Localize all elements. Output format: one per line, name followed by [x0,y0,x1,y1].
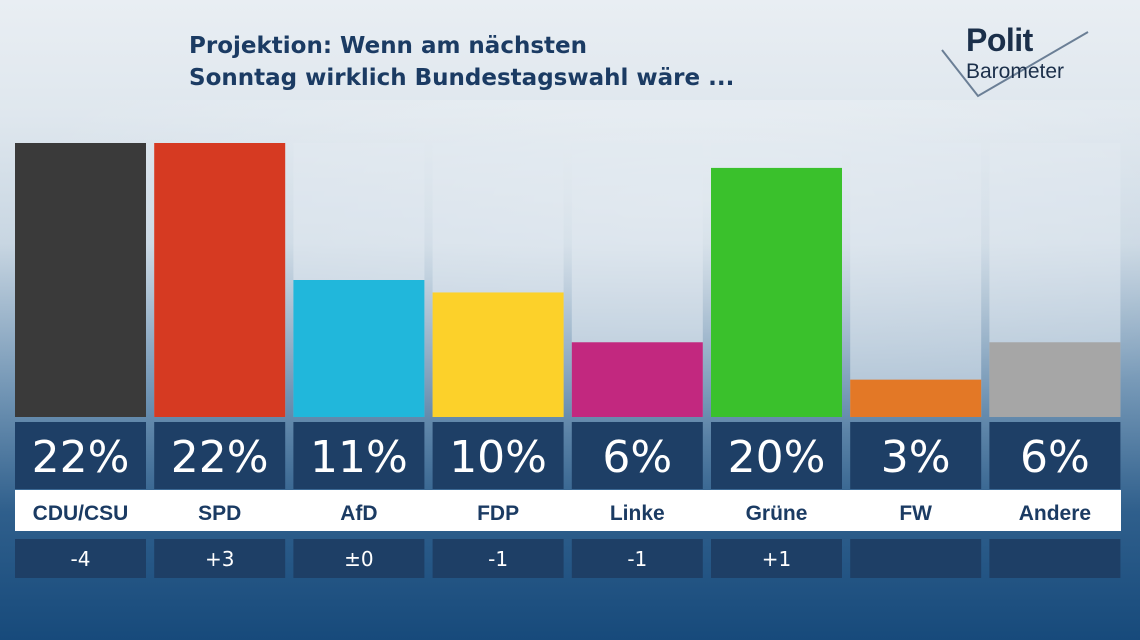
party-label: FDP [477,502,519,525]
percent-box [432,422,564,489]
change-label: -4 [71,547,91,571]
change-box [15,539,146,578]
politbarometer-logo: Polit Barometer [938,22,1098,102]
party-label: AfD [340,502,377,525]
logo-text-polit: Polit [966,22,1033,58]
bar-6 [850,379,982,417]
change-box [989,539,1121,578]
percent-label: 3% [881,432,951,483]
change-box [293,539,425,578]
party-label: Andere [1019,502,1091,525]
percent-box [850,422,982,489]
bar-5 [711,167,842,417]
bar-7 [989,342,1121,417]
party-label: Linke [610,502,665,525]
percent-box [154,422,286,489]
party-labels: CDU/CSU SPD AfD FDP Linke Grüne FW Andere [33,502,1091,525]
change-label: -1 [488,547,508,571]
party-label: SPD [198,502,241,525]
percent-labels: 22% 22% 11% 10% 6% 20% 3% 6% [15,422,1121,489]
party-label: FW [899,502,932,525]
change-label: -1 [627,547,647,571]
change-labels: -4 +3 ±0 -1 -1 +1 [15,539,1121,578]
change-label: +3 [205,547,234,571]
change-box [432,539,564,578]
percent-label: 10% [449,432,547,483]
change-label: ±0 [344,547,373,571]
change-box [154,539,286,578]
change-box [571,539,703,578]
percent-label: 22% [32,432,130,483]
title-line-2: Sonntag wirklich Bundestagswahl wäre ... [189,65,735,91]
percent-box [293,422,425,489]
percent-label: 22% [171,432,269,483]
percent-box [571,422,703,489]
bar-1 [154,143,286,417]
change-box [850,539,982,578]
percent-box [15,422,146,489]
chart-title: Projektion: Wenn am nächsten Sonntag wir… [189,30,734,94]
party-label: CDU/CSU [33,502,129,525]
bar-4 [571,342,703,417]
percent-box [989,422,1121,489]
change-label: +1 [762,547,791,571]
bar-0 [15,143,146,417]
column-background [850,143,982,417]
percent-label: 6% [602,432,672,483]
percent-label: 11% [310,432,408,483]
percent-box [711,422,842,489]
bars [15,143,1121,417]
party-label-strip [15,490,1121,531]
percent-label: 20% [728,432,826,483]
title-line-1: Projektion: Wenn am nächsten [189,33,587,59]
logo-check-icon [941,31,1089,98]
percent-label: 6% [1020,432,1090,483]
change-box [711,539,842,578]
bar-3 [432,292,564,417]
party-label: Grüne [746,502,808,525]
bar-2 [293,280,425,417]
logo-text-barometer: Barometer [966,60,1065,83]
